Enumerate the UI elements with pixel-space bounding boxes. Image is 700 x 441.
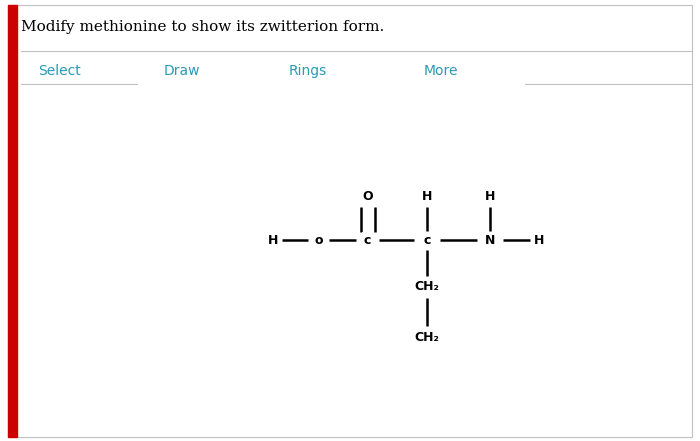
Text: o: o [314, 234, 323, 247]
Text: H: H [422, 190, 432, 203]
Text: More: More [424, 64, 458, 78]
Text: H: H [485, 190, 495, 203]
Text: H: H [268, 234, 278, 247]
Text: Draw: Draw [164, 64, 200, 78]
Bar [8, 5, 17, 437]
Text: c: c [364, 234, 371, 247]
Text: c: c [424, 234, 430, 247]
Text: Rings: Rings [289, 64, 327, 78]
Text: Modify methionine to show its zwitterion form.: Modify methionine to show its zwitterion… [21, 20, 384, 34]
Text: N: N [485, 234, 495, 247]
Text: O: O [362, 190, 373, 203]
Text: Select: Select [38, 64, 81, 78]
Text: H: H [534, 234, 544, 247]
Text: CH₂: CH₂ [414, 331, 440, 344]
Text: CH₂: CH₂ [414, 280, 440, 293]
